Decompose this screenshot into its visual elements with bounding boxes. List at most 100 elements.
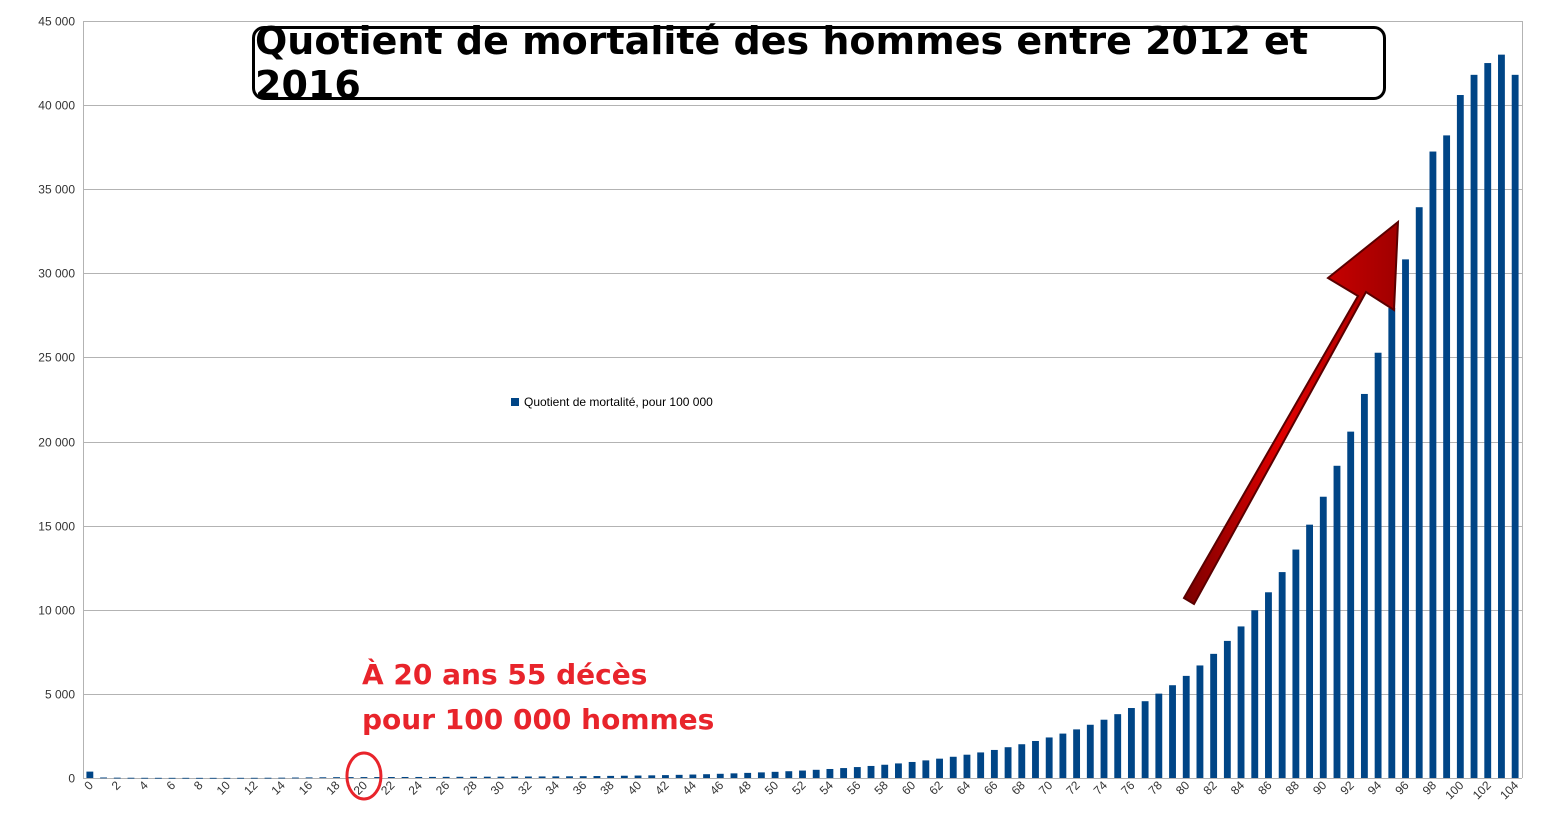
bar — [881, 764, 889, 778]
x-tick-label: 52 — [789, 778, 809, 798]
bar — [387, 777, 395, 778]
bar — [949, 756, 957, 778]
bar — [1498, 54, 1505, 778]
x-tick-label: 62 — [926, 778, 946, 798]
bar — [319, 777, 327, 779]
x-tick-label: 40 — [625, 778, 645, 798]
x-tick-label: 94 — [1365, 778, 1385, 798]
bar — [1223, 640, 1231, 778]
bar — [1374, 352, 1382, 778]
bar — [1443, 135, 1451, 778]
bar — [1388, 307, 1396, 778]
bar — [1086, 724, 1094, 778]
bar — [1511, 74, 1519, 778]
bar — [264, 777, 272, 779]
x-tick-label: 68 — [1009, 778, 1029, 798]
x-tick-label: 34 — [543, 778, 563, 798]
bar — [716, 773, 724, 778]
x-tick-label: 48 — [734, 778, 754, 798]
bar — [250, 777, 258, 779]
y-tick-labels: 0 5 000 10 000 15 000 20 000 25 000 30 000 35 0… — [38, 15, 75, 786]
x-tick-label: 66 — [981, 778, 1001, 798]
bar — [1032, 740, 1039, 778]
x-tick-label: 38 — [597, 778, 617, 798]
x-tick-label: 88 — [1283, 778, 1303, 798]
chart-title-box: Quotient de mortalité des hommes entre 2… — [252, 19, 1386, 107]
bar — [1484, 63, 1492, 779]
trend-arrow — [1182, 219, 1400, 606]
bar — [374, 777, 382, 778]
bar — [1018, 744, 1026, 778]
x-tick-label: 54 — [817, 778, 837, 798]
bar — [470, 776, 478, 778]
bar — [771, 771, 779, 778]
x-tick-label: 60 — [899, 778, 919, 798]
bar — [1470, 74, 1478, 778]
bar — [675, 774, 683, 778]
bar — [1306, 524, 1314, 778]
y-tick-label: 5 000 — [45, 688, 75, 702]
bar — [1196, 665, 1204, 778]
annotation-line-2: pour 100 000 hommes — [362, 703, 715, 736]
bar — [757, 772, 765, 778]
bar — [1141, 701, 1149, 778]
legend: Quotient de mortalité, pour 100 000 — [511, 395, 713, 409]
y-tick-label: 10 000 — [38, 604, 75, 618]
x-tick-label: 86 — [1255, 778, 1275, 798]
x-tick-label: 80 — [1173, 778, 1193, 798]
x-tick-label: 72 — [1063, 778, 1083, 798]
bar — [1278, 572, 1286, 778]
bar — [154, 777, 162, 779]
x-tick-label: 56 — [844, 778, 864, 798]
bar — [1292, 549, 1300, 778]
bar — [1415, 207, 1423, 779]
bar — [908, 761, 916, 778]
y-tick-label: 0 — [68, 772, 75, 786]
bar — [1182, 675, 1190, 778]
bar — [1114, 714, 1122, 778]
bar — [86, 771, 94, 778]
bar — [689, 774, 697, 778]
bar — [291, 777, 299, 779]
x-tick-label: 24 — [406, 778, 426, 798]
x-tick-label: 28 — [460, 778, 480, 798]
x-tick-label: 102 — [1470, 778, 1494, 802]
bar — [648, 775, 656, 778]
x-tick-label: 10 — [214, 778, 234, 798]
x-tick-label: 46 — [707, 778, 727, 798]
x-tick-label: 100 — [1442, 778, 1466, 802]
x-tick-label: 90 — [1310, 778, 1330, 798]
annotation-line-1: À 20 ans 55 décès — [362, 658, 648, 691]
x-tick-label: 0 — [81, 778, 96, 793]
bar — [922, 760, 930, 778]
age-20-highlight-circle — [345, 751, 383, 801]
bar — [1333, 465, 1341, 778]
bar — [237, 777, 245, 779]
bar — [703, 774, 710, 778]
x-tick-label: 76 — [1118, 778, 1138, 798]
bar — [538, 776, 546, 778]
bar — [223, 777, 231, 779]
bar — [840, 768, 848, 778]
bar — [497, 776, 505, 778]
bar — [1319, 496, 1327, 778]
bar — [1402, 259, 1409, 779]
y-tick-label: 30 000 — [38, 267, 75, 281]
bar — [182, 777, 190, 779]
bar — [1210, 653, 1218, 778]
bar — [552, 776, 560, 778]
bar — [141, 777, 149, 779]
x-tick-label: 6 — [164, 778, 179, 793]
bar — [1100, 719, 1108, 778]
bar — [305, 777, 313, 779]
bar — [1155, 693, 1163, 778]
bar — [360, 777, 368, 778]
bar — [1265, 592, 1272, 778]
bar — [662, 775, 669, 778]
x-tick-label: 18 — [323, 778, 343, 798]
bar — [1360, 393, 1368, 778]
bar — [730, 773, 738, 778]
x-tick-label: 12 — [241, 778, 261, 798]
x-tick-label: 74 — [1091, 778, 1111, 798]
